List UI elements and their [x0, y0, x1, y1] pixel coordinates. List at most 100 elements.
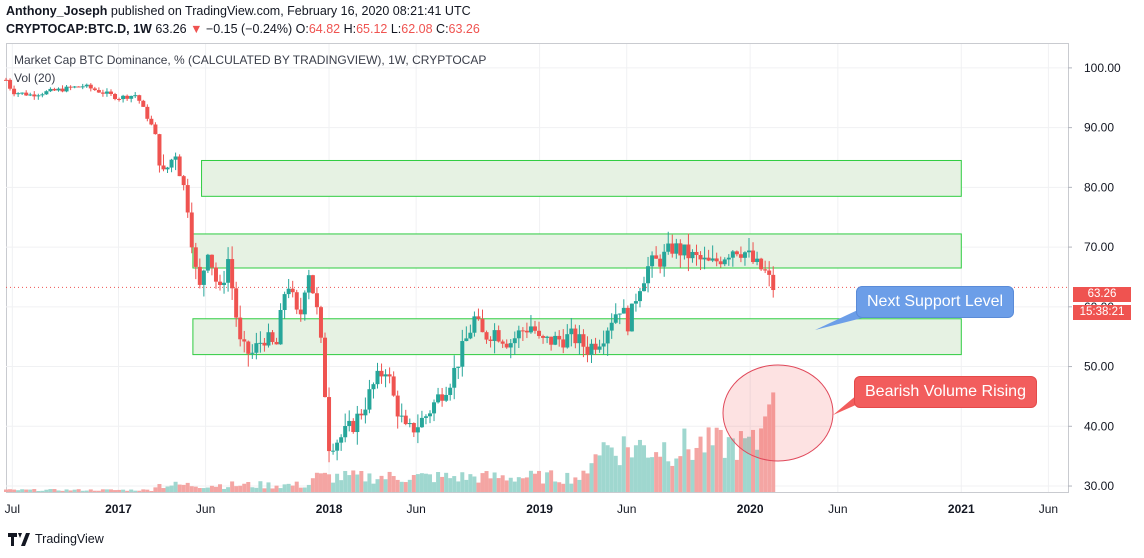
candle-body — [36, 95, 41, 97]
x-tick-label: Jun — [617, 502, 636, 516]
volume-bar — [327, 474, 332, 492]
candle-body — [230, 259, 235, 289]
volume-bar — [585, 473, 590, 492]
candle-body — [44, 91, 49, 95]
volume-bar — [278, 488, 283, 492]
candle-body — [125, 95, 130, 99]
candle-body — [399, 415, 404, 417]
volume-bar — [274, 485, 279, 492]
volume-bar — [738, 431, 743, 492]
candle-body — [20, 92, 25, 94]
candle-body — [609, 322, 614, 331]
candle-body — [32, 94, 37, 97]
footer-brand[interactable]: TradingView — [35, 532, 104, 546]
volume-bar — [254, 487, 259, 492]
candle-body — [286, 288, 291, 295]
candle-body — [48, 88, 53, 92]
volume-bar — [532, 473, 537, 492]
volume-bar — [411, 475, 416, 492]
volume-bar — [343, 470, 348, 492]
volume-bar — [464, 479, 469, 492]
chart-frame[interactable] — [6, 43, 1069, 493]
volume-bar — [44, 489, 49, 492]
volume-bar — [387, 471, 392, 492]
candle-body — [436, 394, 441, 403]
chart-canvas[interactable]: 100.0090.0080.0070.0060.0050.0040.0030.0… — [0, 0, 1144, 520]
volume-bar — [698, 436, 703, 492]
candle-body — [545, 336, 550, 338]
volume-bar — [569, 483, 574, 492]
candle-body — [153, 124, 158, 135]
candle-body — [254, 343, 259, 353]
candle-body — [520, 330, 525, 332]
candle-body — [290, 288, 295, 293]
close-value: 63.26 — [448, 22, 480, 36]
volume-indicator-label[interactable]: Vol (20) — [14, 71, 56, 85]
candle-body — [537, 330, 542, 337]
volume-bar — [108, 489, 113, 492]
candle-body — [419, 417, 424, 428]
volume-bar — [32, 489, 37, 492]
volume-bar — [629, 457, 634, 492]
low-label: L: — [390, 22, 402, 36]
candle-body — [367, 389, 372, 410]
candle-body — [759, 258, 764, 270]
volume-bar — [262, 488, 267, 492]
candle-body — [532, 326, 537, 331]
y-tick-label: 100.00 — [1084, 61, 1121, 75]
candle-body — [415, 427, 420, 433]
candle-body — [149, 118, 154, 125]
volume-bar — [20, 489, 25, 492]
candle-body — [678, 243, 683, 256]
author-name[interactable]: Anthony_Joseph — [6, 4, 108, 18]
volume-bar — [306, 484, 311, 492]
candle-body — [557, 335, 562, 340]
candle-body — [250, 352, 255, 354]
high-value: 65.12 — [356, 22, 388, 36]
candle-body — [597, 346, 602, 350]
candle-body — [379, 370, 384, 377]
candle-body — [193, 247, 198, 267]
volume-bar — [125, 490, 130, 492]
volume-bar — [472, 476, 477, 492]
candle-body — [68, 86, 73, 88]
volume-bar — [637, 439, 642, 492]
candle-body — [387, 374, 392, 377]
volume-bar — [662, 442, 667, 492]
volume-bar — [286, 483, 291, 492]
candle-body — [524, 330, 529, 333]
volume-bar — [64, 489, 69, 492]
volume-bar — [742, 438, 747, 492]
volume-bar — [4, 489, 8, 492]
candle-body — [209, 254, 214, 268]
volume-bar — [36, 490, 41, 492]
candle-body — [767, 270, 772, 275]
volume-bar — [379, 475, 384, 492]
candle-body — [294, 292, 299, 310]
tradingview-logo-icon — [8, 532, 30, 546]
x-tick-label: 2020 — [737, 502, 764, 516]
volume-bar — [460, 472, 465, 492]
x-tick-label: Jun — [406, 502, 425, 516]
candle-body — [351, 420, 356, 433]
volume-bar — [650, 457, 655, 492]
candle-body — [262, 342, 267, 346]
candle-body — [654, 255, 659, 259]
volume-bar — [137, 490, 142, 492]
candle-body — [686, 244, 691, 259]
candle-body — [246, 341, 251, 354]
candle-body — [730, 251, 735, 258]
candle-body — [335, 442, 340, 451]
candle-body — [448, 387, 453, 395]
candle-body — [484, 332, 489, 340]
candle-body — [258, 342, 263, 344]
candle-body — [88, 84, 93, 89]
volume-bar — [528, 470, 533, 492]
candle-body — [266, 332, 271, 346]
volume-bar — [153, 487, 158, 492]
candle-body — [141, 100, 146, 107]
volume-bar — [270, 488, 275, 492]
volume-bar — [258, 481, 263, 492]
volume-bar — [213, 486, 218, 492]
candle-body — [16, 93, 21, 95]
